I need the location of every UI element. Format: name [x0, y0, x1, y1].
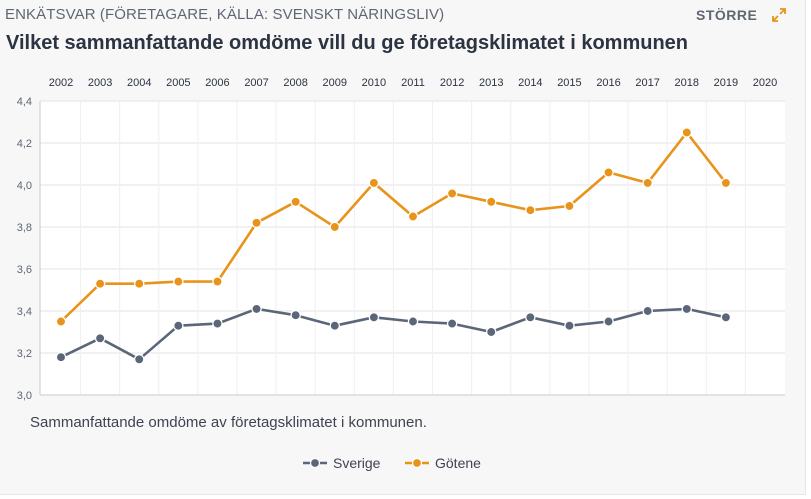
- x-tick-label: 2003: [88, 77, 112, 89]
- data-point-gotene: [251, 217, 262, 229]
- x-tick-label: 2008: [283, 77, 307, 89]
- x-tick-label: 2002: [49, 77, 73, 89]
- chart-caption: Sammanfattande omdöme av företagsklimate…: [30, 414, 427, 431]
- x-tick-label: 2014: [518, 77, 542, 89]
- data-point-sverige: [55, 351, 67, 363]
- legend-item-sverige[interactable]: Sverige: [303, 455, 380, 471]
- x-tick-label: 2015: [557, 77, 581, 89]
- y-tick-label: 4,0: [17, 180, 32, 192]
- data-point-gotene: [55, 316, 67, 327]
- y-tick-label: 3,4: [17, 306, 32, 318]
- y-tick-label: 4,2: [17, 138, 32, 150]
- x-tick-label: 2011: [401, 77, 425, 89]
- y-tick-label: 3,8: [17, 222, 32, 234]
- x-tick-label: 2012: [440, 77, 464, 89]
- data-point-gotene: [642, 177, 653, 189]
- x-tick-label: 2010: [362, 77, 386, 89]
- legend-label-gotene: Götene: [435, 455, 481, 471]
- data-point-sverige: [94, 333, 106, 344]
- data-point-sverige: [525, 312, 536, 323]
- data-point-sverige: [720, 312, 732, 323]
- data-point-sverige: [212, 318, 223, 329]
- expand-icon[interactable]: [772, 8, 786, 22]
- y-tick-label: 3,6: [17, 264, 32, 276]
- data-point-sverige: [407, 316, 419, 327]
- data-point-sverige: [133, 354, 145, 365]
- x-tick-label: 2020: [753, 77, 777, 89]
- series-line-sverige: [59, 307, 728, 361]
- series-line-gotene: [59, 131, 728, 323]
- data-point-gotene: [407, 211, 419, 222]
- x-tick-label: 2005: [166, 77, 190, 89]
- x-tick-label: 2013: [479, 77, 503, 89]
- y-tick-label: 3,2: [17, 348, 32, 360]
- x-tick-label: 2016: [596, 77, 620, 89]
- data-point-sverige: [251, 303, 262, 315]
- x-tick-label: 2007: [244, 77, 268, 89]
- data-point-gotene: [368, 177, 380, 189]
- data-point-gotene: [720, 177, 732, 189]
- x-tick-label: 2004: [127, 77, 151, 89]
- data-point-sverige: [642, 305, 653, 317]
- x-tick-label: 2009: [323, 77, 347, 89]
- enlarge-button[interactable]: STÖRRE: [696, 7, 758, 23]
- data-point-sverige: [173, 320, 184, 331]
- data-point-sverige: [368, 312, 380, 323]
- data-point-sverige: [446, 318, 458, 329]
- data-point-sverige: [485, 326, 497, 338]
- chart-title: Vilket sammanfattande omdöme vill du ge …: [6, 32, 689, 54]
- data-point-gotene: [133, 278, 145, 289]
- data-point-sverige: [681, 303, 693, 315]
- y-tick-label: 4,4: [17, 96, 32, 108]
- x-tick-label: 2018: [675, 77, 699, 89]
- data-point-sverige: [564, 320, 575, 331]
- legend-label-sverige: Sverige: [333, 455, 381, 471]
- data-point-gotene: [485, 196, 497, 208]
- plot-area: [40, 101, 785, 395]
- data-point-sverige: [290, 309, 301, 321]
- y-tick-label: 3,0: [17, 390, 32, 402]
- data-point-gotene: [525, 204, 536, 216]
- data-point-gotene: [603, 167, 614, 178]
- chart-kicker: ENKÄTSVAR (FÖRETAGARE, KÄLLA: SVENSKT NÄ…: [5, 6, 445, 23]
- data-point-gotene: [329, 221, 341, 233]
- line-chart: 3,0 3,2 3,4 3,6 3,8 4,0 4,2 4,4 2002 2003 2004 2005…: [17, 77, 785, 402]
- legend-item-gotene[interactable]: Götene: [405, 455, 481, 471]
- x-tick-label: 2017: [635, 77, 659, 89]
- legend-marker-gotene: [405, 457, 429, 469]
- data-point-gotene: [564, 200, 575, 212]
- data-point-gotene: [446, 188, 458, 199]
- x-tick-label: 2006: [205, 77, 229, 89]
- data-point-gotene: [173, 276, 184, 287]
- data-point-gotene: [212, 276, 223, 287]
- x-tick-label: 2019: [714, 77, 738, 89]
- data-point-sverige: [329, 320, 341, 331]
- data-point-gotene: [681, 127, 693, 138]
- legend-marker-sverige: [303, 457, 327, 469]
- data-point-sverige: [603, 316, 614, 327]
- data-point-gotene: [290, 196, 301, 208]
- data-point-gotene: [94, 278, 106, 289]
